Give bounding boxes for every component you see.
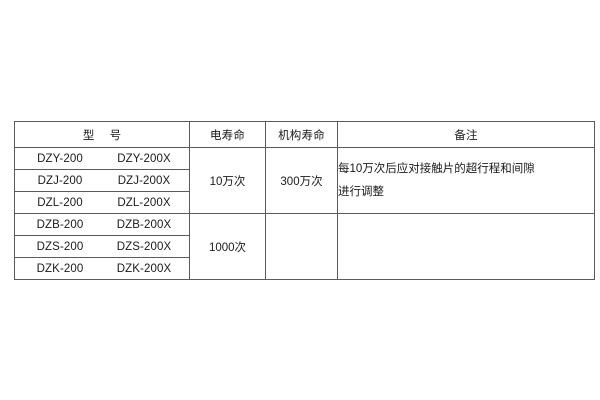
table-header: 型 号 电寿命 机构寿命 备注 (14, 121, 595, 148)
model-code-primary: DZJ-200 (37, 174, 83, 187)
model-code-variant: DZK-200X (116, 262, 172, 275)
spec-table-container: 型 号 电寿命 机构寿命 备注 DZY-200 DZY-200X (14, 121, 595, 280)
model-code-variant: DZL-200X (117, 196, 171, 209)
model-cell: DZL-200 DZL-200X (14, 191, 190, 214)
model-code-variant: DZY-200X (117, 152, 171, 165)
model-cell: DZB-200 DZB-200X (14, 213, 190, 236)
remark-cell-group-two (337, 213, 595, 280)
table-body: DZY-200 DZY-200X 10万次 300万次 每10万次后应对接触片的… (14, 147, 595, 280)
model-cell: DZS-200 DZS-200X (14, 235, 190, 258)
model-cell: DZJ-200 DZJ-200X (14, 169, 190, 192)
model-code-primary: DZY-200 (37, 152, 83, 165)
remark-cell-group-one: 每10万次后应对接触片的超行程和间隙 进行调整 (337, 147, 595, 214)
model-code-variant: DZJ-200X (117, 174, 171, 187)
column-header-remark: 备注 (337, 121, 595, 148)
electrical-life-cell-group-two: 1000次 (189, 213, 266, 280)
table-row: DZB-200 DZB-200X 1000次 (14, 213, 595, 280)
model-cell: DZK-200 DZK-200X (14, 257, 190, 280)
model-cell: DZY-200 DZY-200X (14, 147, 190, 170)
model-code-primary: DZS-200 (36, 240, 84, 253)
column-header-model-label: 型 号 (82, 129, 128, 142)
column-header-electrical-life: 电寿命 (189, 121, 266, 148)
model-code-primary: DZB-200 (36, 218, 84, 231)
column-header-model: 型 号 (14, 121, 190, 148)
column-header-mechanical-life: 机构寿命 (265, 121, 338, 148)
model-code-variant: DZB-200X (116, 218, 172, 231)
mechanical-life-cell-group-two (265, 213, 338, 280)
model-code-primary: DZL-200 (37, 196, 83, 209)
mechanical-life-cell-group-one: 300万次 (265, 147, 338, 214)
table-row: DZL-200 DZL-200X (14, 191, 595, 214)
table-row: DZK-200 DZK-200X (14, 257, 595, 280)
table-row: DZY-200 DZY-200X 10万次 300万次 每10万次后应对接触片的… (14, 147, 595, 214)
remark-line-2: 进行调整 (338, 185, 384, 198)
model-code-variant: DZS-200X (116, 240, 172, 253)
electrical-life-cell-group-one: 10万次 (189, 147, 266, 214)
model-code-primary: DZK-200 (36, 262, 84, 275)
relay-life-spec-table: 型 号 电寿命 机构寿命 备注 DZY-200 DZY-200X (14, 121, 595, 280)
remark-line-1: 每10万次后应对接触片的超行程和间隙 (338, 162, 535, 175)
header-row: 型 号 电寿命 机构寿命 备注 (14, 121, 595, 148)
